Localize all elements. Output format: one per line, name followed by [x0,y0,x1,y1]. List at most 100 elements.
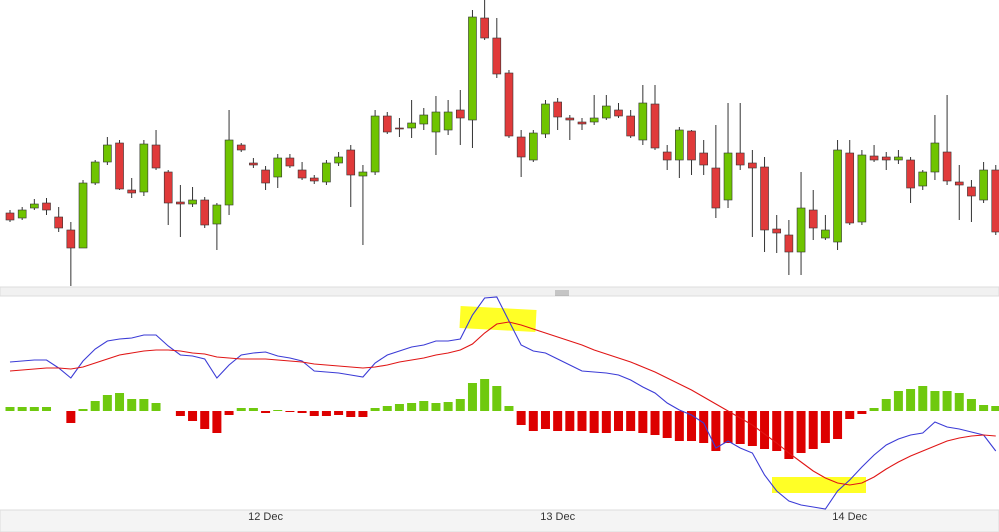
candle-body [5,212,15,221]
histogram-bar [674,411,684,441]
candle-body [30,203,39,209]
histogram-bar [845,411,855,419]
candle-body [297,169,307,179]
candle-body [382,115,392,133]
candle-body [918,171,928,187]
candle-body [395,127,404,130]
histogram-bar [540,411,550,429]
candle-body [480,17,489,39]
histogram-bar [881,399,891,411]
x-tick-label: 12 Dec [248,511,283,523]
candle-body [577,121,587,125]
histogram-bar [796,411,806,453]
candle-body [784,234,794,253]
histogram-bar [42,407,52,411]
candle-body [516,136,526,158]
candle-body [748,162,757,169]
histogram-bar [942,391,952,411]
candle-body [78,182,88,249]
x-axis-strip [0,509,999,532]
candle-body [942,151,952,182]
histogram-bar [869,408,879,411]
histogram-bar [66,411,76,423]
candle-body [285,157,295,167]
histogram-bar [516,411,526,425]
histogram-bar [419,401,429,411]
histogram-bar [236,408,246,411]
histogram-bar [747,411,757,446]
histogram-bar [188,411,198,421]
candle-body [930,142,940,173]
histogram-bar [991,406,999,411]
candle-body [346,149,356,176]
histogram-bar [467,383,477,411]
histogram-bar [833,411,843,439]
histogram-bar [346,411,356,417]
candle-body [504,72,514,137]
histogram-bar [820,411,830,443]
candle-body [638,102,648,141]
candle-body [796,207,806,253]
histogram-bar [528,411,538,431]
candle-body [614,109,623,117]
histogram-bar [285,411,295,412]
candle-body [881,156,891,161]
candle-body [200,199,210,226]
histogram-bar [443,402,453,411]
histogram-bar [407,403,417,411]
histogram-bar [29,407,39,411]
histogram-bar [382,406,392,411]
x-tick-label: 13 Dec [540,511,575,523]
histogram-bar [78,409,88,411]
candle-body [650,103,660,149]
candle-body [894,156,903,161]
candle-body [626,115,635,137]
histogram-bar [127,399,137,411]
histogram-bar [565,411,575,431]
histogram-bar [760,411,770,449]
candle-body [188,199,197,205]
histogram-bar [918,386,928,411]
histogram-bar [261,411,271,413]
candle-body [455,109,465,119]
histogram-bar [431,403,441,411]
candle-body [261,169,270,184]
x-tick-label: 14 Dec [832,511,867,523]
candle-body [42,202,51,211]
candle-body [735,152,745,166]
candle-body [869,155,879,161]
histogram-bar [784,411,794,459]
candle-body [115,142,124,190]
signal-line [9,321,996,486]
histogram-bar [90,401,100,411]
histogram-bar [650,411,660,435]
highlight [459,306,537,332]
histogram-bar [966,399,976,411]
candle-body [589,117,599,123]
candle-body [553,101,562,118]
candle-body [407,122,416,129]
histogram-bar [723,411,733,443]
histogram-bar [309,411,319,416]
candle-body [334,156,343,164]
candle-body [662,151,672,161]
histogram-bar [17,407,27,411]
panel-divider[interactable] [0,286,999,297]
histogram-bar [273,410,283,411]
candle-body [833,149,842,243]
candle-body [760,166,769,231]
histogram-bar [699,411,709,443]
histogram-bar [212,411,222,433]
histogram-bar [151,403,161,411]
candle-body [845,152,855,224]
histogram-bar [711,411,721,451]
candle-body [979,169,988,201]
candle-body [772,228,782,234]
histogram-bar [589,411,599,433]
candle-body [358,171,368,177]
histogram-bar [906,389,916,411]
histogram-bar [370,408,380,411]
candle-body [857,154,867,223]
candle-body [967,186,976,197]
histogram-bar [5,407,15,411]
